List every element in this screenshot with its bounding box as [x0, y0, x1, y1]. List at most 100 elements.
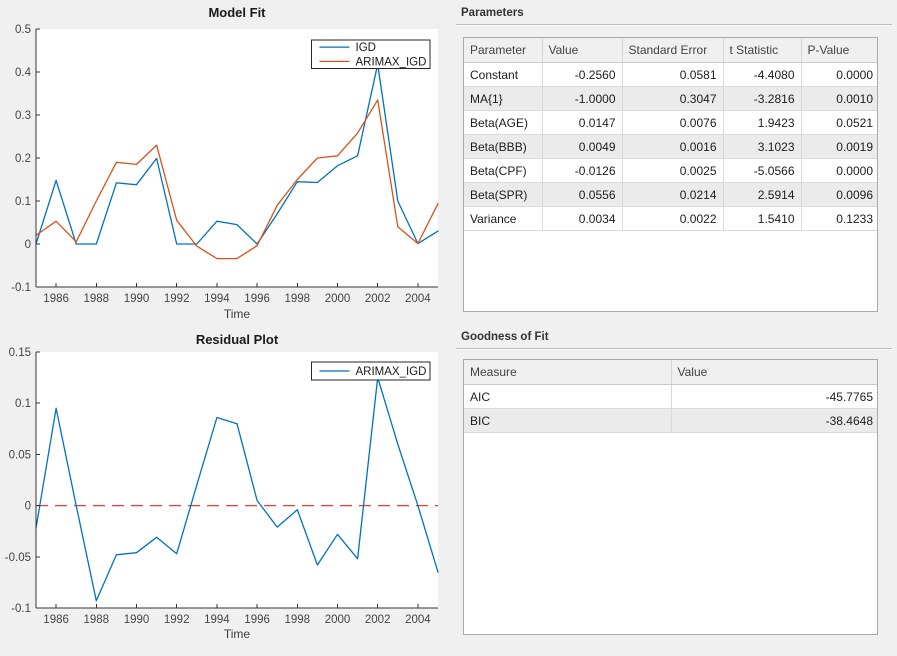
table-cell[interactable]: 1.5410: [723, 206, 802, 231]
x-tick-label: 1988: [84, 614, 110, 626]
table-cell[interactable]: 0.0022: [622, 206, 724, 231]
goodness-of-fit-section-label: Goodness of Fit: [461, 331, 549, 343]
igd-series-line: [35, 63, 439, 245]
table-cell[interactable]: 0.0000: [801, 158, 877, 183]
table-row: Constant -0.2560 0.0581 -4.4080 0.0000: [464, 62, 877, 87]
table-cell[interactable]: 0.3047: [622, 86, 724, 111]
x-tick-label: 1992: [164, 614, 190, 626]
table-cell[interactable]: 0.0000: [801, 62, 877, 87]
x-tick-label: 1996: [244, 614, 270, 626]
y-tick-label: 0.1: [15, 398, 31, 410]
table-header-row: Parameter Value Standard Error t Statistic P…: [464, 38, 877, 63]
table-row: BIC -38.4648: [464, 408, 877, 433]
table-cell[interactable]: 2.5914: [723, 182, 802, 207]
goodness-of-fit-table: Measure Value AIC -45.7765 BIC -38.4648: [463, 359, 878, 635]
table-cell[interactable]: 0.0556: [542, 182, 623, 207]
table-cell[interactable]: MA{1}: [464, 86, 543, 111]
legend[interactable]: ARIMAX_IGD: [311, 361, 431, 381]
table-cell[interactable]: -0.0126: [542, 158, 623, 183]
table-cell[interactable]: 0.0010: [801, 86, 877, 111]
x-tick-label: 1996: [244, 293, 270, 305]
table-cell[interactable]: 0.0147: [542, 110, 623, 135]
model-fit-chart: 1986 1988 1990 1992 1994 1996 1998 2000 2002 2004…: [11, 5, 439, 321]
x-tick-label: 2002: [365, 293, 391, 305]
table-cell[interactable]: 0.1233: [801, 206, 877, 231]
y-tick-label: 0: [25, 501, 31, 513]
table-cell[interactable]: 0.0214: [622, 182, 724, 207]
table-cell[interactable]: Variance: [464, 206, 543, 231]
table-cell[interactable]: Beta(BBB): [464, 134, 543, 159]
table-row: MA{1} -1.0000 0.3047 -3.2816 0.0010: [464, 86, 877, 111]
y-tick-label: 0.05: [9, 449, 31, 461]
column-header: Value: [671, 360, 877, 385]
table-cell[interactable]: 0.0076: [622, 110, 724, 135]
parameters-section-divider: [456, 24, 892, 26]
column-header: Standard Error: [622, 38, 724, 63]
chart-title: Residual Plot: [196, 332, 279, 347]
x-axis-label: Time: [224, 627, 251, 641]
y-tick-label: 0.3: [15, 110, 31, 122]
table-cell[interactable]: 0.0025: [622, 158, 724, 183]
x-tick-label: 1998: [285, 614, 311, 626]
arimax_igd-series-line: [35, 376, 439, 602]
table-cell[interactable]: -38.4648: [671, 408, 877, 433]
table-cell[interactable]: 0.0581: [622, 62, 724, 87]
y-tick-label: -0.1: [11, 603, 31, 615]
y-tick-label: -0.05: [5, 552, 31, 564]
x-tick-label: 1994: [204, 293, 230, 305]
parameters-section-label: Parameters: [461, 7, 524, 19]
column-header: Measure: [464, 360, 672, 385]
parameters-table: Parameter Value Standard Error t Statistic P…: [463, 37, 878, 312]
table-cell[interactable]: Beta(CPF): [464, 158, 543, 183]
x-tick-label: 1990: [124, 614, 150, 626]
table-cell[interactable]: -0.2560: [542, 62, 623, 87]
table-cell[interactable]: -5.0566: [723, 158, 802, 183]
table-header-row: Measure Value: [464, 360, 877, 385]
table-cell[interactable]: 1.9423: [723, 110, 802, 135]
legend-entry-label: ARIMAX_IGD: [356, 56, 427, 68]
legend-box: [311, 361, 431, 381]
table-cell[interactable]: 0.0096: [801, 182, 877, 207]
y-tick-label: 0.5: [15, 24, 31, 36]
table-cell[interactable]: 0.0016: [622, 134, 724, 159]
x-tick-label: 1994: [204, 614, 230, 626]
table-row: Beta(BBB) 0.0049 0.0016 3.1023 0.0019: [464, 134, 877, 159]
y-tick-label: 0.1: [15, 196, 31, 208]
table-cell[interactable]: 3.1023: [723, 134, 802, 159]
table-row: Beta(CPF) -0.0126 0.0025 -5.0566 0.0000: [464, 158, 877, 183]
x-tick-label: 1990: [124, 293, 150, 305]
column-header: Value: [542, 38, 623, 63]
table-cell[interactable]: BIC: [464, 408, 672, 433]
goodness-of-fit-section-divider: [456, 348, 892, 350]
table-cell[interactable]: 0.0034: [542, 206, 623, 231]
table-cell[interactable]: Constant: [464, 62, 543, 87]
table-cell[interactable]: -4.4080: [723, 62, 802, 87]
table-cell[interactable]: Beta(SPR): [464, 182, 543, 207]
plot-area: [36, 352, 438, 608]
table-cell[interactable]: Beta(AGE): [464, 110, 543, 135]
plot-area: [36, 29, 438, 287]
table-cell[interactable]: 0.0019: [801, 134, 877, 159]
results-panel: Parameters Parameter Value Standard Error t…: [455, 0, 897, 656]
table-cell[interactable]: -3.2816: [723, 86, 802, 111]
y-tick-label: 0: [25, 239, 31, 251]
table-row: AIC -45.7765: [464, 384, 877, 409]
legend-entry-label: IGD: [356, 42, 376, 54]
column-header: P-Value: [801, 38, 877, 63]
legend-box: [311, 39, 431, 69]
column-header: t Statistic: [723, 38, 802, 63]
arimax_igd-series-line: [35, 99, 439, 260]
legend[interactable]: IGD ARIMAX_IGD: [311, 39, 431, 69]
y-tick-label: 0.2: [15, 153, 31, 165]
table-cell[interactable]: 0.0049: [542, 134, 623, 159]
table-cell[interactable]: -1.0000: [542, 86, 623, 111]
table-cell[interactable]: 0.0521: [801, 110, 877, 135]
table-cell[interactable]: -45.7765: [671, 384, 877, 409]
x-tick-label: 2004: [405, 293, 431, 305]
column-header: Parameter: [464, 38, 543, 63]
x-tick-label: 2002: [365, 614, 391, 626]
table-cell[interactable]: AIC: [464, 384, 672, 409]
chart-title: Model Fit: [208, 5, 266, 20]
x-tick-label: 1998: [285, 293, 311, 305]
